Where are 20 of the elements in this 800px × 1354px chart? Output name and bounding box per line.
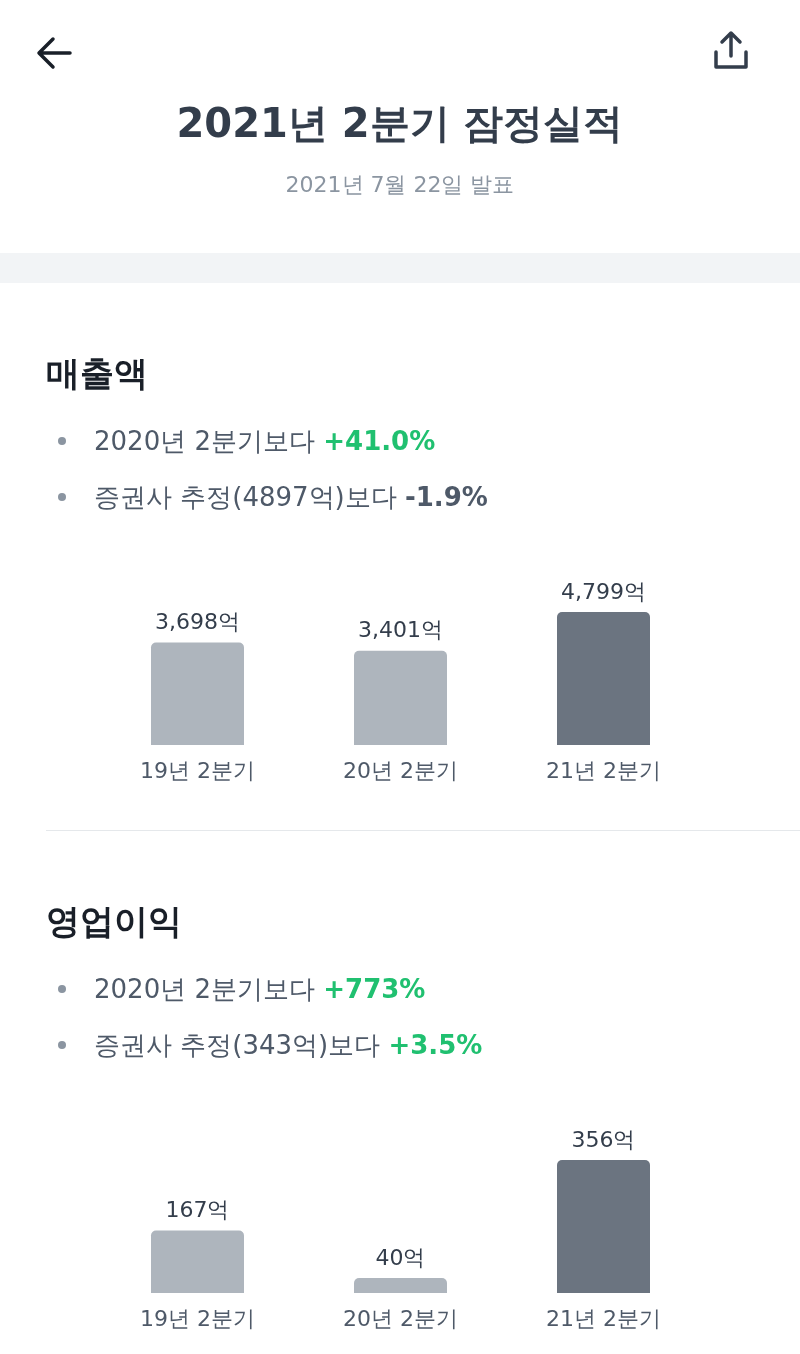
- text: 증권사 추정(343억)보다 +3.5%: [94, 1030, 483, 1060]
- text: 2021년 7월 22일 발표: [284, 171, 516, 199]
- data-label: 167억: [165, 1197, 230, 1223]
- x-tick-label: 21년 2분기: [546, 1305, 661, 1331]
- chart-title: 영업이익: [45, 900, 183, 943]
- chart-title: 매출액: [45, 352, 149, 395]
- data-label: 40억: [375, 1244, 426, 1270]
- data-label: 4,799억: [561, 578, 646, 604]
- x-tick-label: 19년 2분기: [140, 1305, 255, 1331]
- data-label: 3,401억: [358, 617, 443, 643]
- data-label: 356억: [571, 1126, 636, 1152]
- text: 증권사 추정(4897억)보다 -1.9%: [94, 482, 488, 512]
- x-tick-label: 21년 2분기: [546, 757, 661, 783]
- data-label: 3,698억: [155, 609, 240, 635]
- x-tick-label: 20년 2분기: [343, 1305, 458, 1331]
- text: 2021년 2분기 잠정실적: [175, 99, 625, 148]
- text: 2020년 2분기보다 +773%: [94, 974, 426, 1004]
- text: 2020년 2분기보다 +41.0%: [94, 426, 436, 456]
- x-tick-label: 20년 2분기: [343, 757, 458, 783]
- x-tick-label: 19년 2분기: [140, 757, 255, 783]
